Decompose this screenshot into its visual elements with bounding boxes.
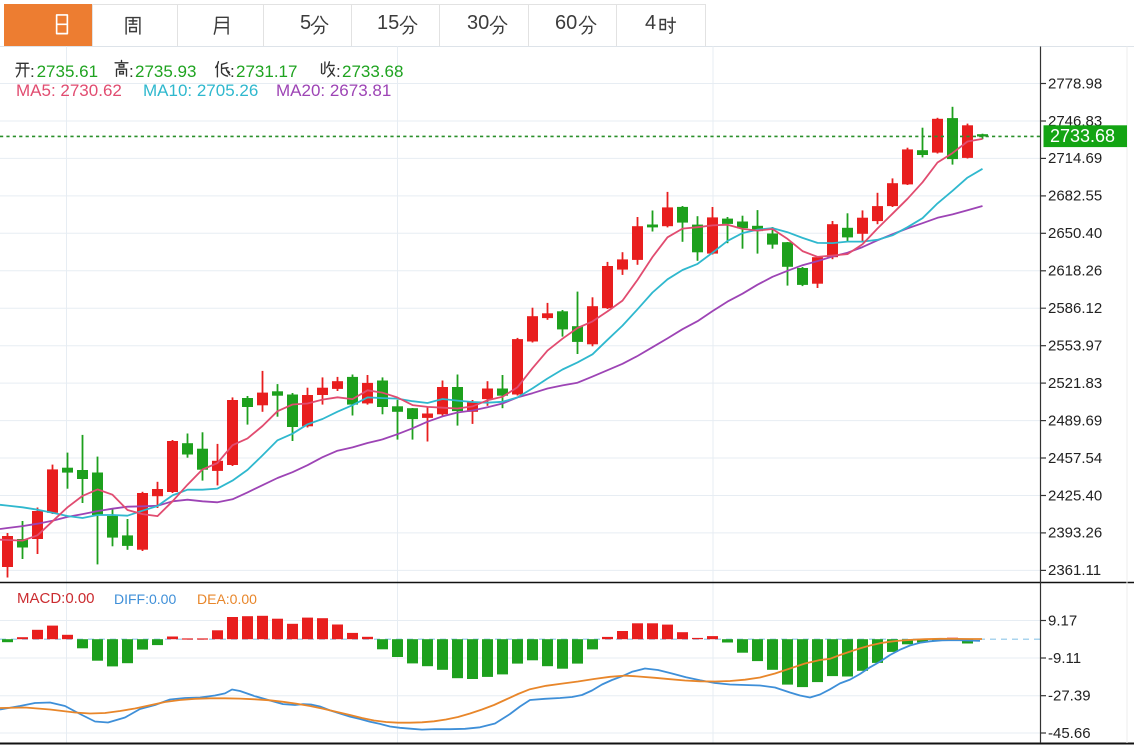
svg-text:2586.12: 2586.12 bbox=[1048, 300, 1102, 317]
svg-text:2489.69: 2489.69 bbox=[1048, 412, 1102, 429]
svg-text:2733.68: 2733.68 bbox=[1050, 126, 1115, 146]
svg-text:2714.69: 2714.69 bbox=[1048, 150, 1102, 167]
svg-text:9.17: 9.17 bbox=[1048, 612, 1077, 629]
svg-text:-27.39: -27.39 bbox=[1048, 688, 1091, 705]
svg-text:-45.66: -45.66 bbox=[1048, 725, 1091, 742]
svg-text:2425.40: 2425.40 bbox=[1048, 487, 1102, 504]
svg-text:2457.54: 2457.54 bbox=[1048, 450, 1102, 467]
svg-text:2553.97: 2553.97 bbox=[1048, 338, 1102, 355]
svg-text:2778.98: 2778.98 bbox=[1048, 75, 1102, 92]
svg-text:2618.26: 2618.26 bbox=[1048, 263, 1102, 280]
svg-text:2682.55: 2682.55 bbox=[1048, 188, 1102, 205]
svg-text:2393.26: 2393.26 bbox=[1048, 525, 1102, 542]
svg-text:2650.40: 2650.40 bbox=[1048, 225, 1102, 242]
svg-text:-9.11: -9.11 bbox=[1048, 650, 1081, 667]
svg-text:2361.11: 2361.11 bbox=[1048, 562, 1101, 579]
svg-text:2521.83: 2521.83 bbox=[1048, 375, 1102, 392]
